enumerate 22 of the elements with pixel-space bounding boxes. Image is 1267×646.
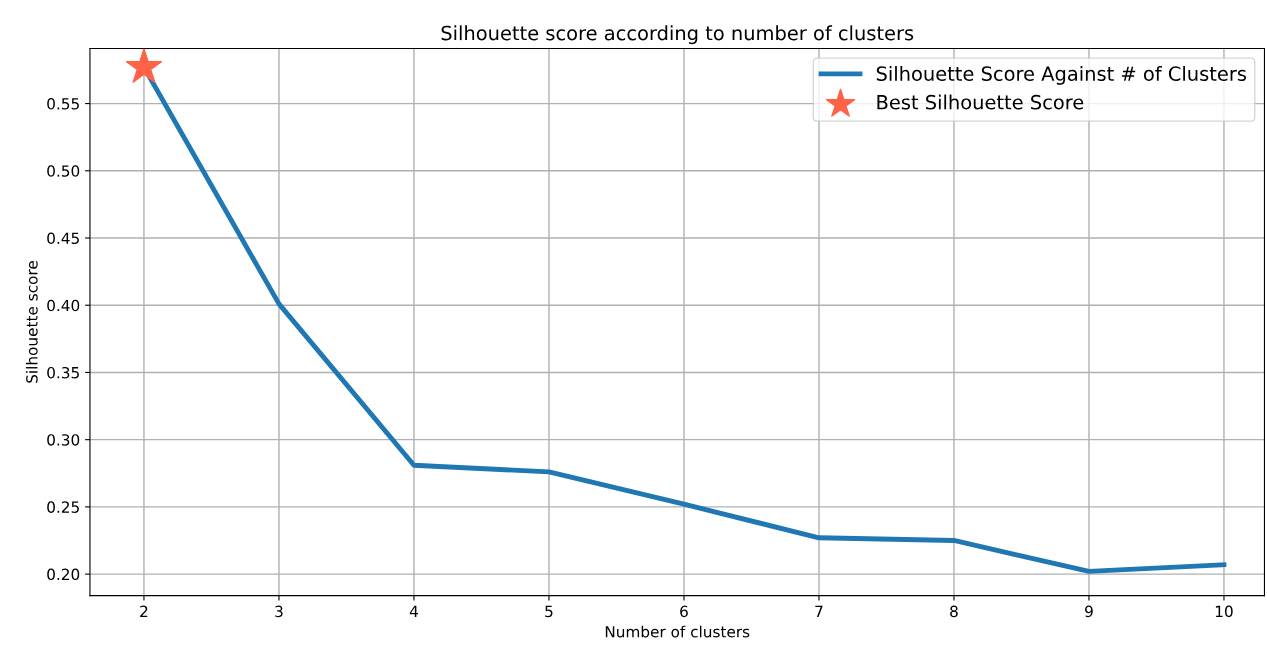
x-tick-label: 9 [1085, 605, 1093, 618]
x-axis-title: Number of clusters [605, 625, 750, 638]
x-tick-label: 5 [545, 605, 553, 618]
y-tick-label: 0.20 [47, 568, 80, 581]
legend-label: Silhouette Score Against # of Clusters [876, 65, 1247, 85]
y-tick-label: 0.50 [47, 165, 80, 177]
x-tick-label: 6 [680, 605, 688, 618]
y-tick-label: 0.55 [47, 98, 79, 110]
x-tick-label: 2 [140, 605, 148, 617]
x-tick-label: 7 [815, 605, 823, 617]
y-tick-label: 0.40 [47, 299, 80, 312]
y-tick-label: 0.30 [47, 434, 80, 446]
x-tick-label: 3 [275, 605, 283, 618]
x-tick-label: 4 [409, 605, 418, 617]
x-tick-label: 8 [950, 605, 958, 618]
y-tick-label: 0.25 [47, 501, 79, 513]
y-tick-label: 0.45 [47, 232, 79, 245]
legend-label: Best Silhouette Score [877, 94, 1084, 110]
y-tick-label: 0.35 [47, 366, 79, 379]
x-tick-label: 10 [1215, 605, 1233, 618]
chart-title: Silhouette score according to number of clusters [441, 25, 914, 45]
y-axis-title: Silhouette score [25, 261, 38, 383]
